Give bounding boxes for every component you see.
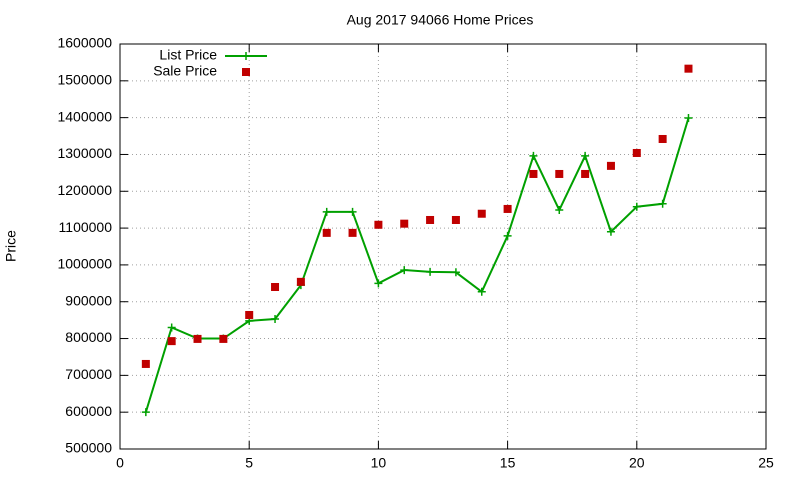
- x-tick-label: 25: [758, 455, 774, 471]
- point: [348, 207, 357, 216]
- x-tick-label: 10: [371, 455, 387, 471]
- x-tick-label: 0: [116, 455, 124, 471]
- point: [529, 151, 538, 160]
- point: [632, 148, 641, 157]
- point: [141, 408, 150, 417]
- point: [141, 359, 150, 368]
- point: [374, 279, 383, 288]
- point: [658, 199, 667, 208]
- point: [632, 202, 641, 211]
- y-tick-label: 900000: [65, 292, 112, 308]
- point: [271, 283, 280, 291]
- point: [477, 287, 486, 296]
- point: [400, 266, 409, 275]
- point: [581, 169, 590, 178]
- point: [477, 209, 486, 218]
- y-tick-label: 1400000: [57, 108, 112, 124]
- point: [451, 268, 460, 277]
- y-tick-label: 500000: [65, 440, 112, 456]
- legend-marker: [242, 68, 250, 76]
- point: [271, 315, 280, 324]
- point: [555, 206, 564, 215]
- x-tick-label: 15: [500, 455, 516, 471]
- y-tick-label: 600000: [65, 403, 112, 419]
- point: [606, 161, 615, 170]
- y-tick-label: 800000: [65, 329, 112, 345]
- y-tick-label: 1200000: [57, 182, 112, 198]
- point: [348, 228, 357, 237]
- y-tick-label: 1300000: [57, 145, 112, 161]
- point: [606, 227, 615, 236]
- point: [245, 310, 254, 319]
- y-axis-label: Price: [3, 230, 19, 262]
- y-tick-label: 1000000: [57, 256, 112, 272]
- point: [296, 277, 305, 286]
- y-tick-label: 1500000: [57, 72, 112, 88]
- point: [581, 151, 590, 160]
- point: [658, 134, 667, 143]
- point: [219, 334, 228, 343]
- legend-label: List Price: [159, 47, 217, 63]
- point: [322, 228, 331, 237]
- point: [684, 64, 693, 73]
- point: [529, 169, 538, 178]
- point: [167, 323, 176, 332]
- point: [503, 231, 512, 240]
- point: [374, 220, 383, 229]
- point: [400, 219, 409, 228]
- point: [555, 169, 564, 178]
- y-tick-label: 1600000: [57, 35, 112, 51]
- point: [426, 215, 435, 224]
- point: [322, 207, 331, 216]
- point: [167, 337, 176, 346]
- legend-marker: [242, 52, 250, 60]
- chart-title: Aug 2017 94066 Home Prices: [347, 12, 534, 28]
- y-tick-label: 700000: [65, 366, 112, 382]
- x-tick-label: 20: [629, 455, 645, 471]
- plot-frame: [119, 43, 767, 450]
- series-line: [144, 117, 690, 413]
- point: [503, 204, 512, 213]
- x-tick-label: 5: [245, 455, 253, 471]
- point: [684, 114, 693, 123]
- point: [451, 215, 460, 224]
- point: [426, 267, 435, 276]
- legend-label: Sale Price: [153, 63, 217, 79]
- y-tick-label: 1100000: [59, 219, 113, 235]
- point: [193, 334, 202, 343]
